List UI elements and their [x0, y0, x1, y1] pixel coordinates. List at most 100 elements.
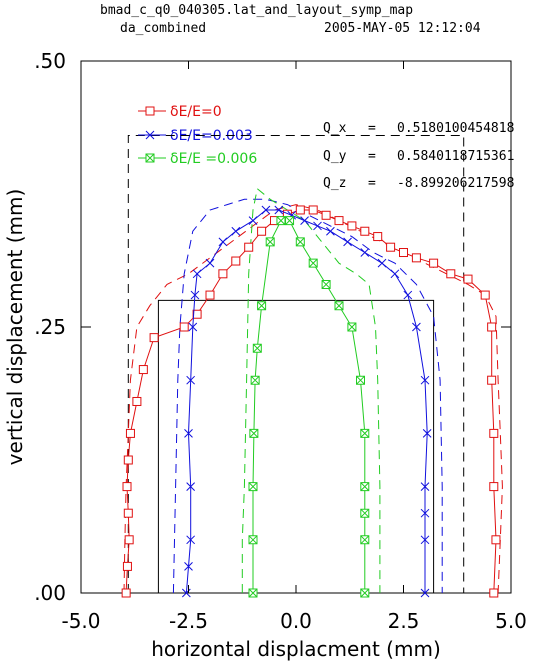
- data-point-x: [145, 130, 155, 140]
- data-point-square: [244, 242, 254, 252]
- tune-qx-equals: =: [368, 121, 376, 136]
- data-point-square: [145, 106, 155, 116]
- data-point-boxx: [308, 258, 318, 268]
- header-plot-name: da_combined: [120, 21, 206, 36]
- data-point-x: [313, 221, 322, 231]
- data-point-x: [188, 322, 198, 332]
- data-point-x: [218, 237, 228, 247]
- data-point-boxx: [321, 279, 331, 289]
- legend-markers: [138, 106, 166, 163]
- data-point-x: [377, 258, 387, 268]
- data-point-x: [422, 429, 432, 438]
- data-point-boxx: [360, 588, 370, 598]
- data-point-boxx: [360, 535, 370, 545]
- data-point-x: [192, 269, 202, 279]
- series-line: [185, 209, 428, 594]
- data-point-square: [446, 269, 456, 279]
- x-tick-label: 2.5: [388, 609, 420, 633]
- data-point-x: [274, 205, 284, 215]
- data-point-square: [429, 258, 439, 268]
- data-point-x: [343, 237, 352, 247]
- data-series: [121, 205, 501, 598]
- header-timestamp: 2005-MAY-05 12:12:04: [324, 21, 481, 36]
- data-point-square: [218, 269, 228, 279]
- data-point-square: [257, 226, 267, 236]
- data-point-x: [184, 562, 193, 571]
- data-point-boxx: [347, 322, 357, 332]
- data-point-boxx: [285, 216, 295, 226]
- data-point-boxx: [248, 482, 258, 492]
- data-point-square: [123, 455, 133, 465]
- y-axis-label: vertical displacement (mm): [3, 189, 27, 466]
- data-point-boxx: [257, 301, 267, 311]
- data-point-boxx: [145, 153, 155, 163]
- data-point-square: [489, 588, 499, 598]
- tune-qz-value: -8.899206217598: [397, 176, 514, 191]
- data-point-x: [186, 375, 196, 385]
- legend-label-de0003: δE/E=0.003: [170, 128, 253, 144]
- data-point-x: [184, 429, 193, 438]
- data-point-boxx: [248, 588, 258, 598]
- data-point-boxx: [360, 428, 370, 438]
- data-point-boxx: [265, 237, 275, 247]
- data-point-x: [181, 588, 191, 598]
- data-point-square: [122, 561, 132, 571]
- data-point-square: [411, 253, 421, 263]
- data-point-square: [334, 216, 344, 226]
- data-point-square: [386, 242, 396, 252]
- data-point-boxx: [360, 482, 370, 492]
- data-point-square: [480, 290, 490, 300]
- y-tick-label: .25: [34, 315, 66, 339]
- data-point-x: [420, 508, 430, 518]
- tune-qy-label: Q_y: [323, 149, 347, 164]
- reference-box-dashed: [127, 134, 465, 593]
- axis-ticks: -5.0 -2.5 0.0 2.5 5.0 .00 .25 .50: [34, 49, 527, 633]
- data-point-boxx: [334, 301, 344, 311]
- reference-box-solid: [157, 299, 435, 593]
- tune-qy-value: 0.5840118715361: [397, 149, 514, 164]
- data-point-square: [491, 535, 501, 545]
- data-point-x: [248, 216, 258, 225]
- dashed-aperture-curve: [241, 187, 381, 593]
- data-point-square: [231, 256, 241, 266]
- y-tick-label: .50: [34, 49, 66, 73]
- tune-qz-label: Q_z: [323, 176, 346, 191]
- data-point-x: [231, 226, 241, 236]
- data-point-square: [179, 322, 189, 332]
- data-point-boxx: [249, 428, 259, 438]
- data-point-boxx: [295, 237, 305, 247]
- data-point-square: [308, 205, 318, 215]
- data-point-x: [420, 375, 430, 385]
- data-point-boxx: [356, 375, 365, 385]
- data-point-square: [321, 210, 331, 220]
- data-point-x: [420, 482, 430, 491]
- x-tick-label: 5.0: [495, 609, 527, 633]
- x-tick-label: -2.5: [169, 609, 208, 633]
- dashed-aperture-curve: [123, 204, 503, 594]
- data-point-square: [138, 365, 148, 375]
- dashed-aperture-curve: [172, 198, 443, 594]
- data-point-x: [261, 205, 271, 215]
- tune-qx-label: Q_x: [323, 121, 347, 136]
- data-point-square: [489, 482, 499, 492]
- data-point-x: [360, 248, 370, 257]
- data-point-boxx: [250, 375, 260, 385]
- data-point-square: [149, 333, 159, 343]
- data-point-square: [487, 322, 497, 332]
- data-point-square: [487, 375, 497, 385]
- data-point-square: [399, 248, 408, 258]
- data-point-square: [124, 535, 134, 545]
- data-point-square: [121, 588, 131, 598]
- data-point-square: [132, 396, 142, 406]
- tune-annotations: Q_x = 0.5180100454818 Q_y = 0.5840118715…: [323, 121, 514, 191]
- data-point-square: [122, 482, 132, 492]
- tune-qx-value: 0.5180100454818: [397, 121, 514, 136]
- data-point-x: [205, 258, 215, 268]
- data-point-x: [186, 535, 196, 545]
- data-point-boxx: [360, 508, 370, 518]
- data-point-square: [125, 428, 135, 438]
- data-point-x: [300, 216, 309, 225]
- reference-boxes: [127, 134, 465, 593]
- data-point-x: [390, 269, 400, 279]
